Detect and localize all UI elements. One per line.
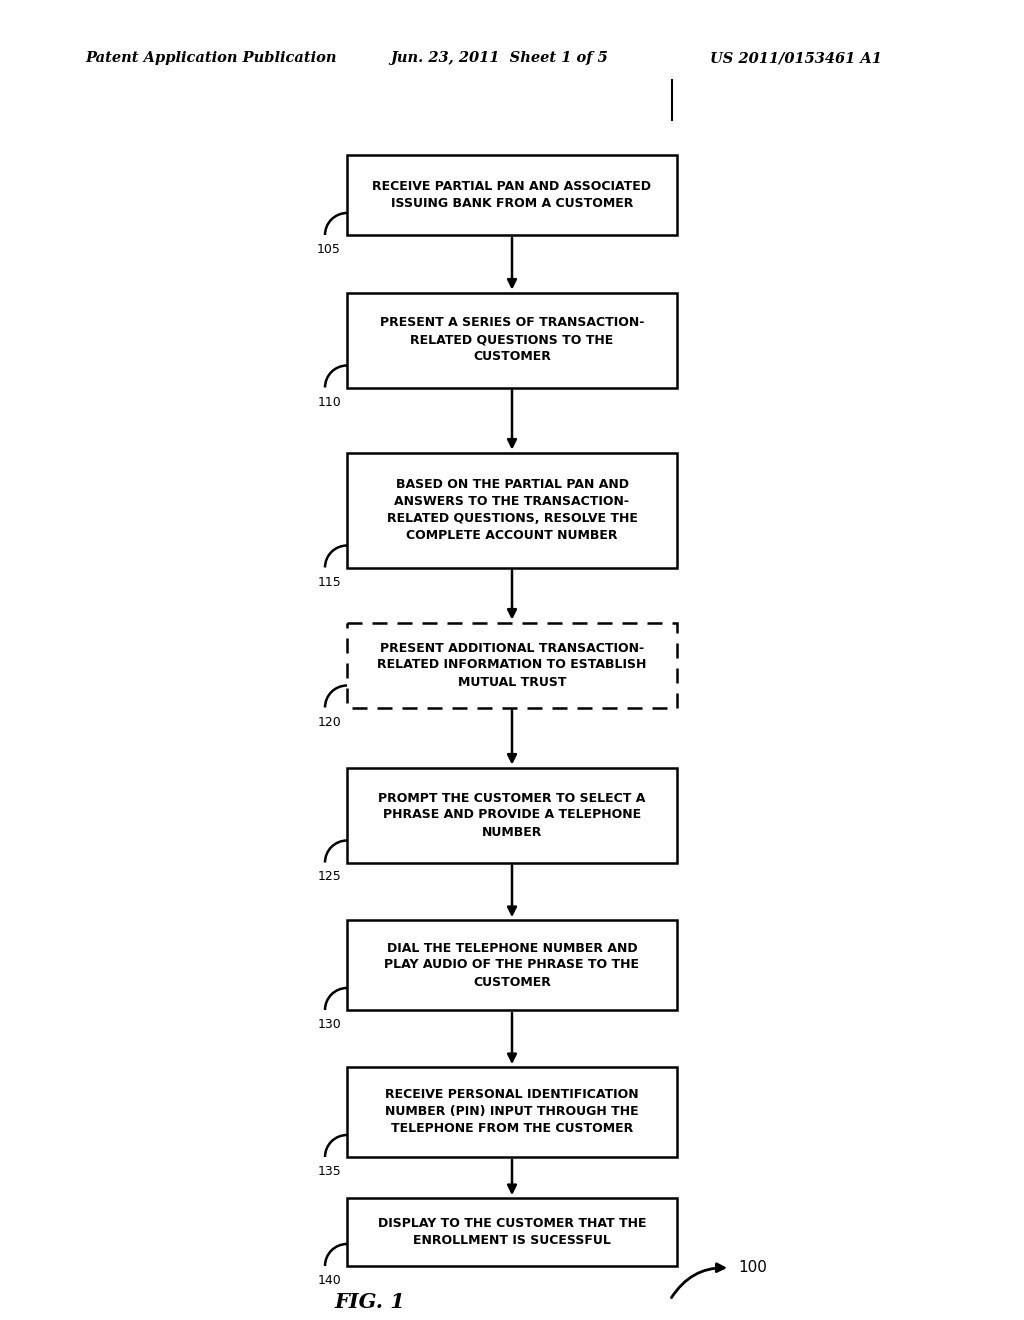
Text: 140: 140 [317,1274,341,1287]
Text: DISPLAY TO THE CUSTOMER THAT THE
ENROLLMENT IS SUCESSFUL: DISPLAY TO THE CUSTOMER THAT THE ENROLLM… [378,1217,646,1247]
Text: FIG. 1: FIG. 1 [335,1292,406,1312]
Text: 105: 105 [317,243,341,256]
Text: 135: 135 [317,1166,341,1177]
Bar [347,920,677,1010]
Text: 115: 115 [317,576,341,589]
Text: PROMPT THE CUSTOMER TO SELECT A
PHRASE AND PROVIDE A TELEPHONE
NUMBER: PROMPT THE CUSTOMER TO SELECT A PHRASE A… [378,792,646,838]
Text: DIAL THE TELEPHONE NUMBER AND
PLAY AUDIO OF THE PHRASE TO THE
CUSTOMER: DIAL THE TELEPHONE NUMBER AND PLAY AUDIO… [384,941,640,989]
Bar [347,767,677,862]
Text: RECEIVE PARTIAL PAN AND ASSOCIATED
ISSUING BANK FROM A CUSTOMER: RECEIVE PARTIAL PAN AND ASSOCIATED ISSUI… [373,180,651,210]
Bar [347,154,677,235]
Text: RECEIVE PERSONAL IDENTIFICATION
NUMBER (PIN) INPUT THROUGH THE
TELEPHONE FROM TH: RECEIVE PERSONAL IDENTIFICATION NUMBER (… [385,1089,639,1135]
Bar [347,623,677,708]
Bar [347,1067,677,1158]
Text: 100: 100 [738,1261,767,1275]
Text: PRESENT ADDITIONAL TRANSACTION-
RELATED INFORMATION TO ESTABLISH
MUTUAL TRUST: PRESENT ADDITIONAL TRANSACTION- RELATED … [377,642,647,689]
Text: BASED ON THE PARTIAL PAN AND
ANSWERS TO THE TRANSACTION-
RELATED QUESTIONS, RESO: BASED ON THE PARTIAL PAN AND ANSWERS TO … [387,478,637,543]
Text: US 2011/0153461 A1: US 2011/0153461 A1 [710,51,882,65]
Text: 130: 130 [317,1018,341,1031]
Bar [347,453,677,568]
Text: Patent Application Publication: Patent Application Publication [85,51,337,65]
Bar [347,293,677,388]
Text: 110: 110 [317,396,341,408]
Bar [347,1199,677,1266]
Text: PRESENT A SERIES OF TRANSACTION-
RELATED QUESTIONS TO THE
CUSTOMER: PRESENT A SERIES OF TRANSACTION- RELATED… [380,317,644,363]
Text: 120: 120 [317,715,341,729]
Text: 125: 125 [317,870,341,883]
Text: Jun. 23, 2011  Sheet 1 of 5: Jun. 23, 2011 Sheet 1 of 5 [390,51,608,65]
